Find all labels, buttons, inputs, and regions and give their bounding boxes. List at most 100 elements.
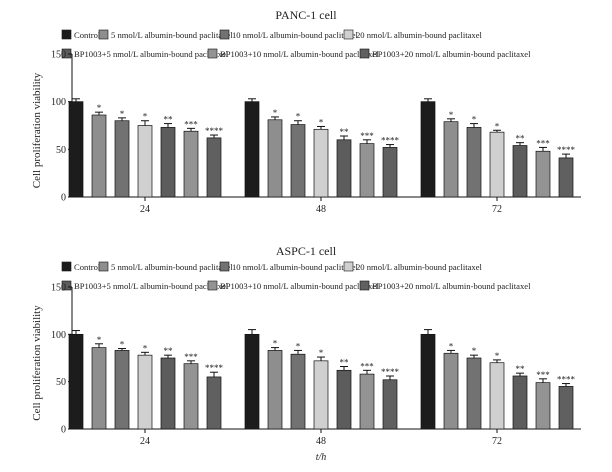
bar	[382, 379, 398, 430]
legend-item: BP1003+10 nmol/L albumin-bound paclitaxe…	[207, 280, 379, 291]
bar	[359, 143, 375, 198]
significance-label: *	[319, 348, 324, 358]
bar	[114, 350, 130, 430]
legend-swatch	[61, 261, 72, 272]
bar	[267, 119, 283, 198]
legend-item: Control	[61, 29, 101, 40]
legend-item: 20 nmol/L albumin-bound paclitaxel	[343, 29, 483, 40]
bar	[489, 362, 505, 430]
significance-label: ****	[205, 126, 224, 136]
legend-swatch	[359, 280, 370, 291]
significance-label: *	[273, 108, 278, 118]
bar	[313, 360, 329, 430]
bar	[512, 375, 528, 430]
legend-item: BP1003+20 nmol/L albumin-bound paclitaxe…	[359, 48, 531, 59]
legend-item: 10 nmol/L albumin-bound paclitaxel	[219, 261, 359, 272]
legend-swatch	[343, 29, 354, 40]
significance-label: ***	[360, 131, 374, 141]
legend-item: 5 nmol/L albumin-bound paclitaxel	[98, 261, 233, 272]
bar	[137, 354, 153, 430]
bar	[359, 373, 375, 430]
legend-swatch	[343, 261, 354, 272]
significance-label: ***	[360, 361, 374, 371]
legend-item: Control	[61, 261, 101, 272]
significance-label: *	[449, 341, 454, 351]
y-tick-label: 150	[51, 50, 66, 61]
legend-label: 20 nmol/L albumin-bound paclitaxel	[356, 262, 483, 272]
significance-label: *	[296, 112, 301, 122]
chart-title: ASPC-1 cell	[276, 244, 337, 258]
x-tick-label: 72	[492, 436, 502, 447]
x-tick-label: 24	[140, 204, 150, 215]
bar	[512, 145, 528, 198]
significance-label: **	[516, 134, 526, 144]
bar	[91, 114, 107, 198]
legend-swatch	[207, 48, 218, 59]
significance-label: ****	[557, 145, 576, 155]
significance-label: *	[296, 341, 301, 351]
x-axis-label: t/h	[316, 452, 327, 463]
significance-label: *	[143, 343, 148, 353]
panel-aspc-1-cell: ASPC-1 cell Control 5 nmol/L albumin-bound…	[31, 244, 581, 463]
significance-label: *	[97, 103, 102, 113]
significance-label: *	[273, 339, 278, 349]
significance-label: ***	[184, 352, 198, 362]
bar	[114, 120, 130, 198]
bar	[466, 127, 482, 198]
legend-label: Control	[74, 262, 101, 272]
bar	[91, 347, 107, 430]
bar	[558, 386, 574, 430]
bar	[535, 150, 551, 198]
legend-swatch	[219, 29, 230, 40]
significance-label: *	[495, 351, 500, 361]
bar	[290, 353, 306, 430]
bar	[137, 125, 153, 198]
significance-label: **	[164, 115, 174, 125]
bar	[336, 369, 352, 430]
bar	[160, 357, 176, 430]
legend-swatch	[207, 280, 218, 291]
significance-label: *	[472, 115, 477, 125]
bar	[267, 350, 283, 430]
significance-label: ***	[184, 119, 198, 129]
legend-label: BP1003+5 nmol/L albumin-bound paclitaxel	[74, 49, 229, 59]
bar	[244, 333, 260, 430]
significance-label: *	[495, 121, 500, 131]
bar	[382, 147, 398, 198]
legend-label: BP1003+20 nmol/L albumin-bound paclitaxe…	[372, 49, 531, 59]
legend-item: 10 nmol/L albumin-bound paclitaxel	[219, 29, 359, 40]
legend-label: 20 nmol/L albumin-bound paclitaxel	[356, 30, 483, 40]
x-tick-label: 72	[492, 204, 502, 215]
bar	[244, 101, 260, 198]
y-axis-label: Cell proliferation viability	[31, 305, 43, 421]
significance-label: ***	[536, 370, 550, 380]
legend-swatch	[61, 280, 72, 291]
legend-swatch	[359, 48, 370, 59]
legend-label: 5 nmol/L albumin-bound paclitaxel	[111, 262, 233, 272]
legend-label: 10 nmol/L albumin-bound paclitaxel	[232, 30, 359, 40]
significance-label: *	[472, 346, 477, 356]
significance-label: *	[319, 117, 324, 127]
legend-label: 10 nmol/L albumin-bound paclitaxel	[232, 262, 359, 272]
bar	[336, 139, 352, 198]
legend-item: BP1003+10 nmol/L albumin-bound paclitaxe…	[207, 48, 379, 59]
legend-item: 5 nmol/L albumin-bound paclitaxel	[98, 29, 233, 40]
bar	[206, 137, 222, 198]
bar	[183, 130, 199, 198]
legend-label: Control	[74, 30, 101, 40]
significance-label: *	[97, 335, 102, 345]
legend-item: BP1003+5 nmol/L albumin-bound paclitaxel	[61, 48, 229, 59]
significance-label: ****	[381, 367, 400, 377]
x-tick-label: 48	[316, 436, 326, 447]
legend-swatch	[98, 261, 109, 272]
bar	[466, 357, 482, 430]
significance-label: **	[340, 127, 350, 137]
significance-label: *	[449, 110, 454, 120]
bar	[535, 382, 551, 430]
y-axis-label: Cell proliferation viability	[31, 72, 43, 188]
significance-label: **	[516, 364, 526, 374]
bar	[420, 333, 436, 430]
legend-item: 20 nmol/L albumin-bound paclitaxel	[343, 261, 483, 272]
panel-panc-1-cell: PANC-1 cell Control 5 nmol/L albumin-bound…	[31, 8, 581, 215]
